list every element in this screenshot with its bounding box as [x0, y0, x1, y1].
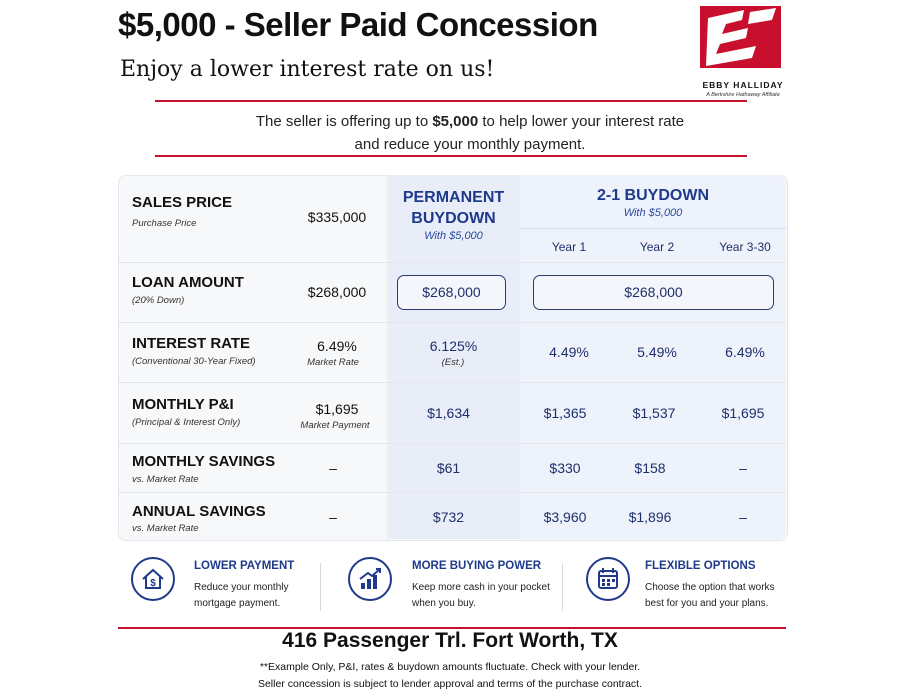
- loan-amount-label: LOAN AMOUNT: [132, 274, 244, 291]
- logo-name: EBBY HALLIDAY: [702, 80, 784, 90]
- more-buying-power-title: MORE BUYING POWER: [412, 560, 542, 572]
- year-3-30-header: Year 3-30: [719, 240, 771, 254]
- house-dollar-icon: $: [131, 557, 175, 601]
- intro-text: The seller is offering up to $5,000 to h…: [200, 110, 740, 156]
- flexible-options-desc: Choose the option that works best for yo…: [645, 580, 775, 612]
- monthly-savings-permanent: $61: [436, 460, 461, 476]
- intro-part2: to help lower your interest rate: [478, 113, 685, 130]
- annual-savings-market: –: [329, 509, 337, 525]
- flexible-options-line2: best for you and your plans.: [645, 598, 769, 609]
- intro-part1: The seller is offering up to: [255, 113, 433, 130]
- lower-payment-line2: mortgage payment.: [194, 598, 281, 609]
- interest-rate-sub: (Conventional 30-Year Fixed): [132, 356, 256, 367]
- row-divider: [118, 262, 786, 263]
- monthly-savings-label: MONTHLY SAVINGS: [132, 453, 276, 470]
- permanent-title-1: PERMANENT: [402, 189, 505, 206]
- permanent-subtitle: With $5,000: [424, 230, 483, 242]
- header-divider: [520, 228, 786, 229]
- feature-divider: [320, 563, 321, 611]
- intro-divider: [155, 155, 747, 157]
- permanent-buydown-column: [387, 175, 520, 539]
- loan-amount-permanent: $268,000: [397, 275, 506, 310]
- monthly-pi-permanent: $1,634: [427, 405, 470, 421]
- annual-savings-sub: vs. Market Rate: [132, 523, 199, 534]
- interest-rate-market: 6.49%: [317, 338, 357, 354]
- feature-divider: [562, 563, 563, 611]
- lower-payment-line1: Reduce your monthly: [194, 582, 289, 593]
- flexible-options-title: FLEXIBLE OPTIONS: [645, 560, 756, 572]
- sales-price-market: $335,000: [307, 209, 367, 225]
- annual-savings-year-1: $3,960: [543, 509, 587, 525]
- interest-rate-permanent: 6.125%: [429, 338, 478, 354]
- monthly-savings-year-2: $158: [634, 460, 666, 476]
- more-buying-power-desc: Keep more cash in your pocket when you b…: [412, 580, 550, 612]
- monthly-savings-market: –: [329, 460, 337, 476]
- more-buying-power-line2: when you buy.: [412, 598, 476, 609]
- svg-text:$: $: [150, 578, 156, 589]
- flexible-options-line1: Choose the option that works: [645, 582, 775, 593]
- permanent-title-2: BUYDOWN: [411, 210, 496, 227]
- row-divider: [118, 492, 786, 493]
- page-title: $5,000 - Seller Paid Concession: [118, 6, 598, 43]
- monthly-pi-market: $1,695: [315, 401, 359, 417]
- calendar-icon: [586, 557, 630, 601]
- monthly-pi-year-1: $1,365: [543, 405, 587, 421]
- monthly-savings-sub: vs. Market Rate: [132, 474, 199, 485]
- annual-savings-label: ANNUAL SAVINGS: [132, 503, 266, 520]
- interest-rate-year-1: 4.49%: [549, 344, 589, 360]
- more-buying-power-line1: Keep more cash in your pocket: [412, 582, 550, 593]
- monthly-savings-year-3-30: –: [739, 460, 747, 476]
- annual-savings-year-3-30: –: [739, 509, 747, 525]
- lower-payment-title: LOWER PAYMENT: [194, 560, 295, 572]
- buydown-header: 2-1 BUYDOWN: [596, 187, 709, 204]
- market-rate-caption: Market Rate: [307, 357, 359, 368]
- loan-amount-market: $268,000: [307, 284, 367, 300]
- chart-growth-icon: [348, 557, 392, 601]
- sales-price-label: SALES PRICE: [132, 194, 233, 211]
- disclaimer-line-2: Seller concession is subject to lender a…: [257, 678, 643, 690]
- monthly-pi-sub: (Principal & Interest Only): [132, 417, 241, 428]
- interest-rate-label: INTEREST RATE: [132, 335, 251, 352]
- permanent-buydown-header: PERMANENT BUYDOWN: [387, 187, 520, 229]
- ebby-halliday-logo-mark: [700, 6, 781, 68]
- page-subtitle: Enjoy a lower interest rate on us!: [120, 57, 495, 82]
- footer-divider: [118, 627, 786, 629]
- property-address: 416 Passenger Trl. Fort Worth, TX: [282, 629, 618, 652]
- row-divider: [118, 322, 786, 323]
- two-one-buydown-column: [520, 175, 786, 539]
- sales-price-sub: Purchase Price: [132, 218, 197, 229]
- monthly-pi-year-2: $1,537: [632, 405, 676, 421]
- loan-amount-buydown: $268,000: [533, 275, 774, 310]
- interest-rate-year-3-30: 6.49%: [725, 344, 765, 360]
- row-divider: [118, 382, 786, 383]
- annual-savings-year-2: $1,896: [628, 509, 672, 525]
- intro-amount: $5,000: [432, 113, 479, 130]
- intro-line2: and reduce your monthly payment.: [354, 136, 586, 153]
- estimated-caption: (Est.): [441, 357, 465, 368]
- lower-payment-desc: Reduce your monthly mortgage payment.: [194, 580, 289, 612]
- buydown-subtitle: With $5,000: [623, 207, 683, 219]
- disclaimer-line-1: **Example Only, P&I, rates & buydown amo…: [259, 661, 641, 673]
- year-1-header: Year 1: [551, 240, 587, 254]
- interest-rate-year-2: 5.49%: [637, 344, 677, 360]
- monthly-savings-year-1: $330: [549, 460, 581, 476]
- logo-tagline: A Berkshire Hathaway Affiliate: [706, 92, 780, 98]
- market-payment-caption: Market Payment: [300, 420, 370, 431]
- annual-savings-permanent: $732: [432, 509, 465, 525]
- monthly-pi-year-3-30: $1,695: [721, 405, 765, 421]
- monthly-pi-label: MONTHLY P&I: [132, 396, 234, 413]
- row-divider: [118, 443, 786, 444]
- loan-amount-sub: (20% Down): [132, 295, 185, 306]
- year-2-header: Year 2: [639, 240, 675, 254]
- top-divider: [155, 100, 747, 102]
